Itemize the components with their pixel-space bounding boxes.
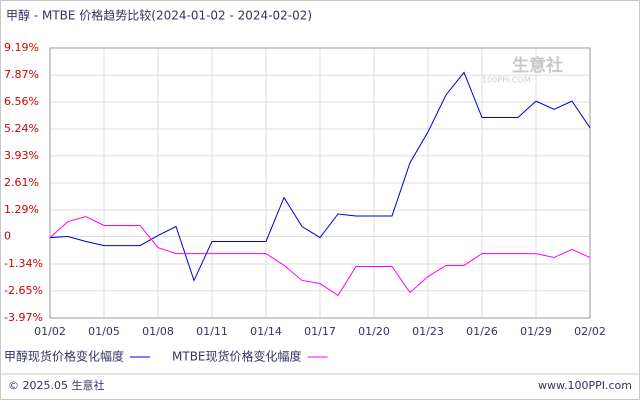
y-tick-label: 5.24% <box>4 122 39 135</box>
footer-right: www.100PPI.com <box>538 379 632 392</box>
series-line <box>49 71 591 282</box>
x-tick-label: 01/11 <box>196 325 228 338</box>
legend-label: MTBE现货价格变化幅度 <box>172 349 302 364</box>
x-tick-label: 01/05 <box>88 325 120 338</box>
footer-left: © 2025.05 生意社 <box>8 378 104 392</box>
watermark: 100PPI.COM <box>482 76 531 85</box>
chart-title: 甲醇 - MTBE 价格趋势比较(2024-01-02 - 2024-02-02… <box>6 8 312 23</box>
x-tick-label: 01/17 <box>304 325 336 338</box>
x-tick-label: 01/08 <box>142 325 174 338</box>
y-tick-label: 1.29% <box>4 203 39 216</box>
y-tick-label: 2.61% <box>4 176 39 189</box>
y-tick-label: -3.97% <box>4 311 43 324</box>
y-tick-label: 0 <box>4 230 11 243</box>
y-tick-label: 7.87% <box>4 68 39 81</box>
x-tick-label: 01/14 <box>250 325 282 338</box>
y-tick-label: -1.34% <box>4 257 43 270</box>
y-tick-label: 6.56% <box>4 95 39 108</box>
plot-border <box>49 47 591 319</box>
x-tick-label: 01/26 <box>466 325 498 338</box>
y-tick-label: -2.65% <box>4 284 43 297</box>
x-tick-label: 01/23 <box>412 325 444 338</box>
x-tick-label: 02/02 <box>574 325 606 338</box>
watermark: 生意社 <box>512 55 563 76</box>
x-tick-label: 01/29 <box>520 325 552 338</box>
x-tick-label: 01/20 <box>358 325 390 338</box>
legend-label: 甲醇现货价格变化幅度 <box>4 349 124 364</box>
series-line <box>49 216 591 297</box>
x-tick-label: 01/02 <box>34 325 66 338</box>
y-tick-label: 3.93% <box>4 149 39 162</box>
y-tick-label: 9.19% <box>4 41 39 54</box>
